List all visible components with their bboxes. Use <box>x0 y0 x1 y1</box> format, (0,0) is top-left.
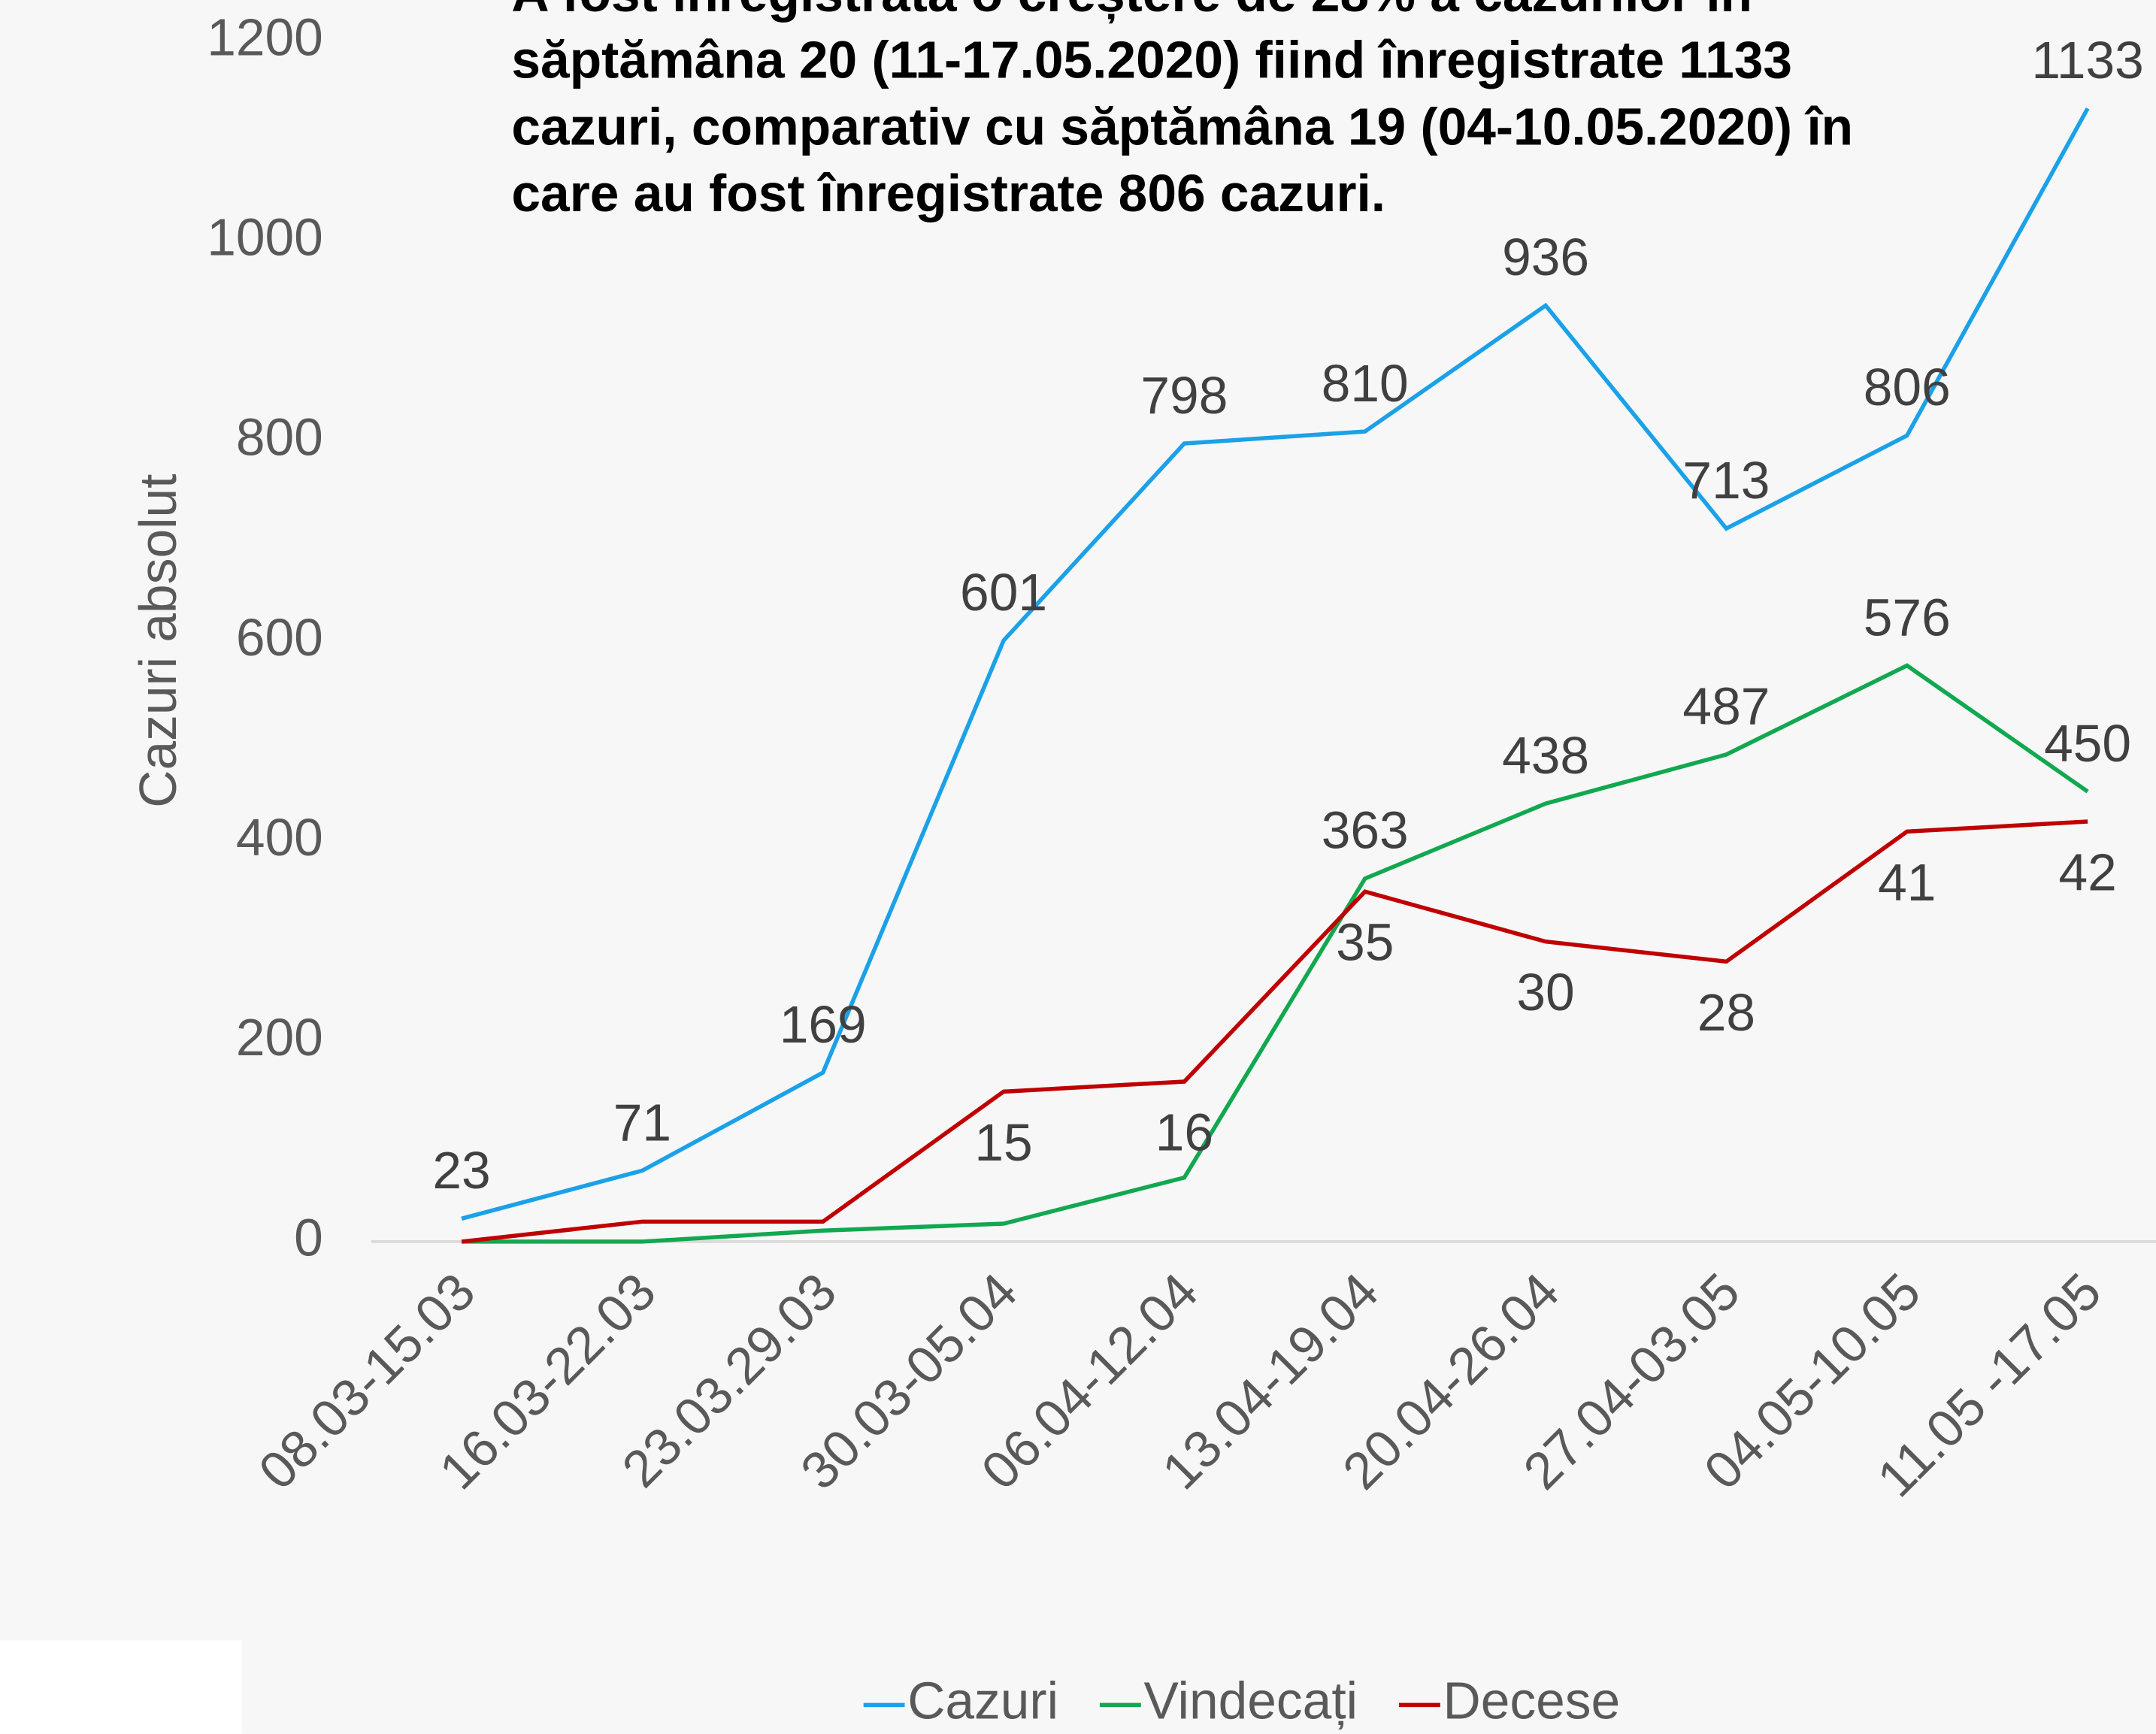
legend-label: Decese <box>1443 1672 1621 1730</box>
data-label: 42 <box>2058 843 2116 902</box>
data-label: 487 <box>1682 677 1770 736</box>
data-label: 30 <box>1516 963 1574 1021</box>
data-label: 450 <box>2044 714 2131 773</box>
y-tick-label: 400 <box>236 808 323 867</box>
y-tick-label: 800 <box>236 408 323 467</box>
data-label: 810 <box>1322 354 1409 413</box>
y-axis-label: Cazuri absolut <box>129 474 187 807</box>
title-line: A fost înregistrată o creștere de 28% a … <box>511 0 1752 23</box>
data-label: 576 <box>1864 588 1951 646</box>
y-tick-label: 200 <box>236 1008 323 1067</box>
line-series <box>461 819 2088 1244</box>
title-line: săptămâna 20 (11-17.05.2020) fiind înreg… <box>511 31 1792 89</box>
data-label: 936 <box>1502 228 1589 286</box>
data-label: 169 <box>780 995 867 1054</box>
data-label: 71 <box>613 1093 671 1151</box>
line-series <box>461 107 2090 1221</box>
y-tick-label: 600 <box>236 608 323 667</box>
data-label: 41 <box>1878 853 1936 912</box>
legend-label: Vindecați <box>1143 1672 1358 1730</box>
data-label: 23 <box>432 1141 490 1200</box>
blank-panel <box>0 1640 242 1734</box>
data-label: 601 <box>960 563 1047 622</box>
data-label: 16 <box>1155 1103 1213 1162</box>
data-label: 713 <box>1682 451 1770 510</box>
y-tick-label: 1200 <box>207 8 323 66</box>
line-series <box>462 663 2089 1244</box>
data-label: 798 <box>1140 366 1228 425</box>
data-label: 363 <box>1322 801 1409 860</box>
title: A fost înregistrată o creștere de 28% a … <box>511 0 1853 222</box>
y-tick-label: 1000 <box>207 208 323 267</box>
data-label: 806 <box>1864 358 1951 416</box>
title-line: care au fost înregistrate 806 cazuri. <box>511 164 1385 222</box>
y-tick-label: 0 <box>294 1208 323 1266</box>
data-label: 1133 <box>2031 31 2143 89</box>
data-label: 15 <box>974 1113 1032 1172</box>
data-label: 28 <box>1697 983 1755 1042</box>
data-label: 35 <box>1336 913 1394 972</box>
data-label: 438 <box>1502 726 1589 785</box>
title-line: cazuri, comparativ cu săptămâna 19 (04-1… <box>511 97 1853 156</box>
legend-label: Cazuri <box>907 1672 1058 1730</box>
